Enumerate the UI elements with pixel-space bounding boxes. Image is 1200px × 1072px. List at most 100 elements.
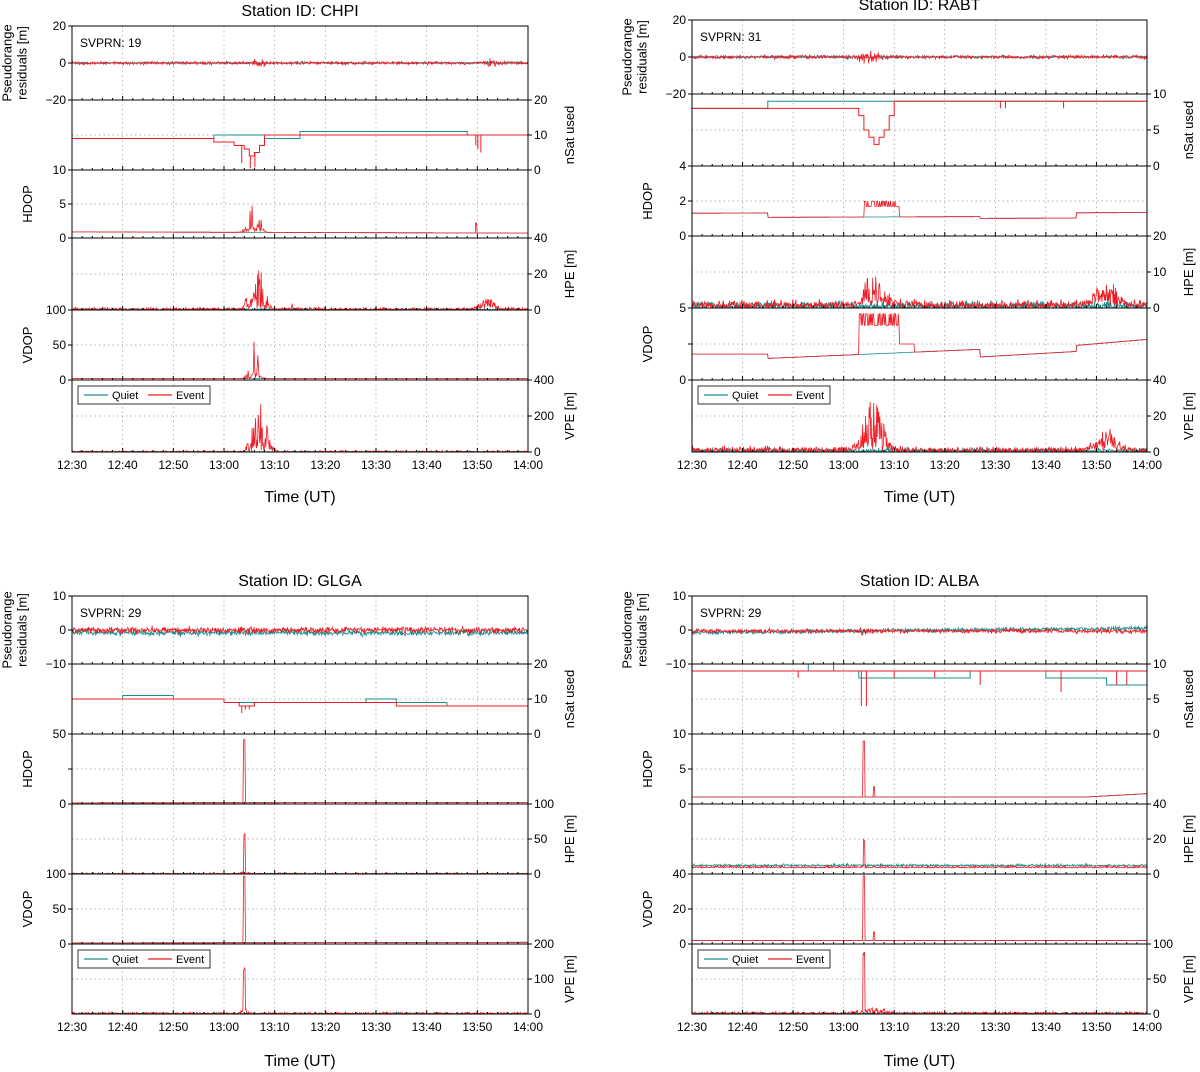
x-tick-label: 13:50: [1081, 458, 1111, 472]
y-tick-label: 50: [53, 902, 67, 916]
y-axis-label: Pseudorangeresiduals [m]: [0, 24, 29, 101]
y-axis-label: VDOP: [640, 326, 655, 363]
series-quiet-line: [72, 628, 528, 638]
series-event-line: [692, 276, 1147, 308]
series-event-line: [692, 401, 1147, 452]
x-tick-label: 13:10: [879, 1020, 909, 1034]
svprn-label: SVPRN: 29: [700, 606, 762, 620]
series-group: [72, 739, 528, 804]
y-axis-label: VPE [m]: [562, 392, 577, 440]
y-tick-label: 0: [1153, 1007, 1160, 1021]
y-tick-label: 200: [534, 409, 554, 423]
y-tick-label: 5: [59, 197, 66, 211]
x-tick-label: 13:30: [361, 458, 391, 472]
subplot-vdop: 100 50 0 VDOP: [20, 303, 529, 387]
y-tick-label: 5: [679, 301, 686, 315]
series-event-line: [72, 875, 528, 944]
y-axis-label: VPE [m]: [562, 955, 577, 1003]
y-axis-label: HPE [m]: [1181, 815, 1196, 863]
series-event-line: [72, 58, 528, 68]
y-tick-label: 40: [1153, 797, 1167, 811]
y-tick-label: 10: [53, 589, 67, 603]
series-group: [692, 401, 1147, 452]
series-event-line: [692, 200, 1147, 219]
y-tick-label: 0: [1153, 301, 1160, 315]
x-tick-label: 14:00: [513, 1020, 543, 1034]
y-tick-label: 10: [1153, 265, 1167, 279]
x-tick-label: 13:30: [980, 458, 1010, 472]
x-axis-label: Time (UT): [884, 489, 955, 506]
chart-title: Station ID: GLGA: [238, 573, 362, 590]
series-event-line: [692, 100, 1147, 145]
y-tick-label: 0: [534, 867, 541, 881]
y-tick-label: 20: [1153, 832, 1167, 846]
legend-box: [697, 385, 831, 405]
x-tick-label: 12:40: [108, 1020, 138, 1034]
series-event-line: [72, 403, 528, 452]
y-tick-label: 20: [534, 93, 548, 107]
series-group: [72, 403, 528, 452]
x-tick-label: 13:10: [260, 458, 290, 472]
series-quiet-line: [692, 339, 1147, 359]
y-axis-label: HPE [m]: [1181, 248, 1196, 296]
subplot-hpe: 20 10 0 HPE [m]: [691, 229, 1196, 315]
x-tick-label: 12:50: [778, 458, 808, 472]
y-axis-label-line1: Pseudorange: [619, 18, 634, 95]
series-group: [692, 664, 1147, 706]
series-quiet-line: [72, 695, 528, 707]
x-tick-label: 13:20: [930, 458, 960, 472]
x-tick-label: 12:40: [108, 458, 138, 472]
y-tick-label: 50: [1153, 972, 1167, 986]
y-tick-label: 10: [673, 589, 687, 603]
subplot-res: 10 0 −10 Pseudorangeresiduals [m]: [619, 589, 1148, 671]
y-tick-label: 5: [1153, 692, 1160, 706]
y-tick-label: 100: [534, 797, 554, 811]
series-group: [692, 100, 1147, 145]
subplot-hdop: 10 5 0 HDOP: [20, 163, 529, 245]
series-quiet-line: [692, 862, 1147, 868]
y-axis-label-line1: Pseudorange: [0, 24, 14, 101]
subplot-res: 20 0 −20 Pseudorangeresiduals [m]: [0, 19, 529, 107]
y-tick-label: −10: [666, 657, 687, 671]
subplot-nsat: 10 5 0 nSat used: [691, 87, 1196, 173]
series-event-line: [72, 625, 528, 635]
y-tick-label: 0: [679, 623, 686, 637]
legend-quiet-label: Quiet: [732, 390, 758, 402]
x-tick-label: 13:50: [462, 1020, 492, 1034]
series-event-line: [692, 951, 1147, 1014]
x-tick-label: 12:30: [57, 1020, 87, 1034]
x-axis-label: Time (UT): [884, 1053, 955, 1070]
series-event-line: [72, 966, 528, 1014]
y-tick-label: 100: [46, 867, 66, 881]
panel-glga: Station ID: GLGA100−10Pseudorangeresidua…: [0, 573, 577, 1070]
y-tick-label: 0: [534, 303, 541, 317]
svprn-label: SVPRN: 31: [700, 30, 762, 44]
y-tick-label: 0: [59, 797, 66, 811]
y-tick-label: 20: [673, 13, 687, 27]
subplot-vdop: 100 50 0 VDOP: [20, 867, 529, 951]
y-axis-label: HDOP: [640, 750, 655, 788]
y-axis-label: HPE [m]: [562, 250, 577, 298]
series-group: [72, 695, 528, 713]
y-tick-label: 40: [534, 231, 548, 245]
series-group: [72, 875, 528, 944]
chart-title: Station ID: RABT: [859, 0, 981, 14]
subplot-hpe: 40 20 0 HPE [m]: [71, 231, 577, 317]
y-tick-label: 0: [59, 373, 66, 387]
legend-event-label: Event: [796, 954, 824, 966]
x-tick-label: 13:40: [412, 1020, 442, 1034]
y-tick-label: −20: [46, 93, 67, 107]
y-tick-label: 0: [534, 163, 541, 177]
y-axis-label: VDOP: [20, 891, 35, 928]
subplot-vpe: 40 20 0 VPE [m]: [691, 373, 1196, 459]
chart-title: Station ID: ALBA: [860, 573, 980, 590]
y-axis-label: HPE [m]: [562, 815, 577, 863]
y-tick-label: 50: [53, 727, 67, 741]
y-tick-label: 10: [673, 727, 687, 741]
x-tick-label: 14:00: [1132, 1020, 1162, 1034]
legend-box: [77, 385, 211, 405]
y-tick-label: 40: [673, 867, 687, 881]
x-tick-label: 13:00: [209, 458, 239, 472]
subplot-vpe: 200 100 0 VPE [m]: [71, 937, 577, 1021]
